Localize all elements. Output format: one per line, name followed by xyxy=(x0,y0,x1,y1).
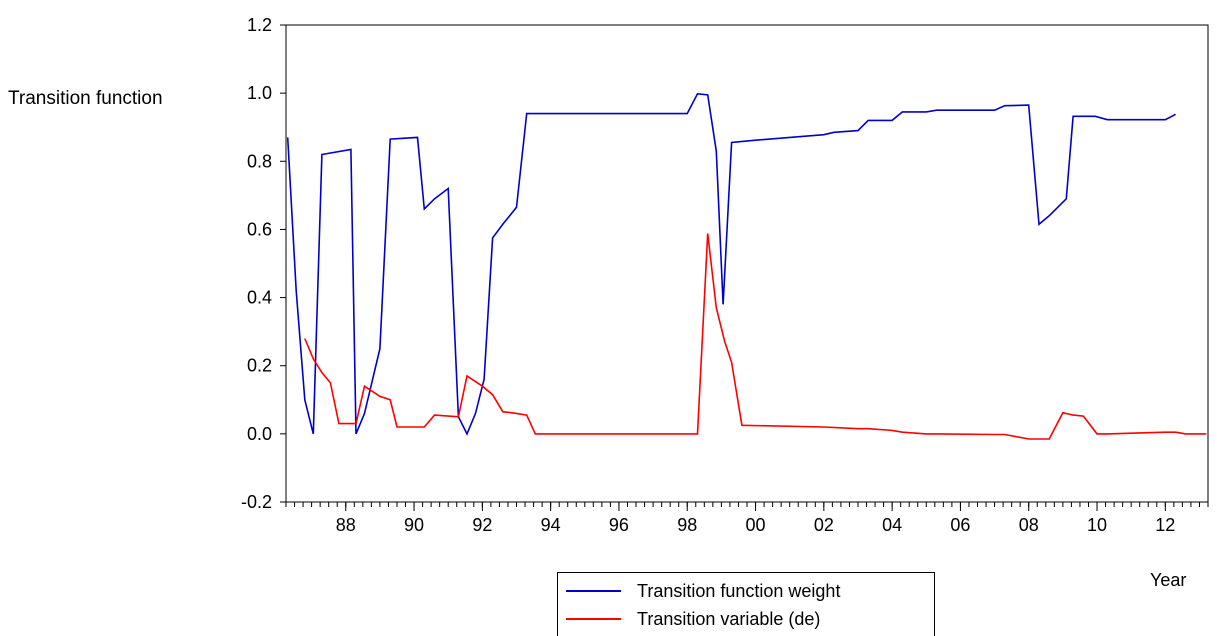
x-tick-label: 06 xyxy=(950,515,970,535)
legend-item-weight: Transition function weight xyxy=(558,577,840,605)
x-tick-label: 10 xyxy=(1087,515,1107,535)
series-line-transition-function-weight xyxy=(286,92,1176,436)
legend-swatch-weight xyxy=(566,590,621,592)
x-tick-label: 92 xyxy=(472,515,492,535)
x-axis-title: Year xyxy=(1150,570,1187,590)
y-tick-label: 0.2 xyxy=(247,356,272,376)
legend-swatch-variable xyxy=(566,618,621,620)
x-tick-label: 88 xyxy=(336,515,356,535)
y-tick-label: 0.8 xyxy=(247,151,272,171)
x-tick-label: 04 xyxy=(882,515,902,535)
plot-area xyxy=(285,24,1209,503)
legend-item-variable: Transition variable (de) xyxy=(558,605,820,633)
x-tick-label: 08 xyxy=(1019,515,1039,535)
series-layer xyxy=(286,92,1207,440)
legend-label-weight: Transition function weight xyxy=(637,580,841,601)
y-axis: -0.2 0.0 0.2 0.4 0.6 0.8 1.0 1.2 xyxy=(241,15,286,512)
y-axis-title: Transition function xyxy=(8,88,163,109)
x-tick-label: 94 xyxy=(541,515,561,535)
x-tick-label: 98 xyxy=(677,515,697,535)
legend-label-variable: Transition variable (de) xyxy=(637,608,821,629)
x-tick-label: 96 xyxy=(609,515,629,535)
x-tick-label: 02 xyxy=(814,515,834,535)
legend: Transition function weight Transition va… xyxy=(557,572,935,636)
y-tick-label: 0.4 xyxy=(247,288,272,308)
y-tick-label: 0.0 xyxy=(247,424,272,444)
x-tick-label: 90 xyxy=(404,515,424,535)
y-tick-label: -0.2 xyxy=(241,492,272,512)
series-line-transition-variable xyxy=(304,233,1207,440)
x-axis: 88 90 92 94 96 98 00 02 04 06 08 10 12 xyxy=(285,502,1209,535)
y-tick-label: 1.2 xyxy=(247,15,272,35)
y-tick-label: 0.6 xyxy=(247,219,272,239)
x-tick-label: 12 xyxy=(1155,515,1175,535)
x-tick-label: 00 xyxy=(746,515,766,535)
y-tick-label: 1.0 xyxy=(247,83,272,103)
